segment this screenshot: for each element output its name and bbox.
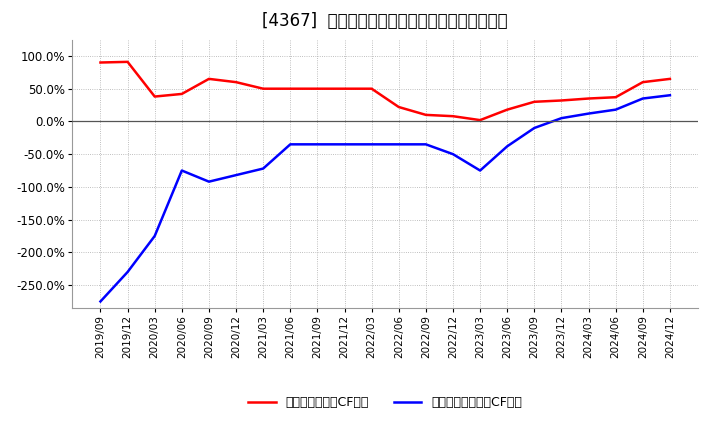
有利子負債フリーCF比率 <box>421 142 430 147</box>
有利子負債営業CF比率 <box>611 95 620 100</box>
有利子負債フリーCF比率 <box>395 142 403 147</box>
有利子負債営業CF比率 <box>395 104 403 110</box>
有利子負債営業CF比率 <box>530 99 539 104</box>
有利子負債営業CF比率 <box>584 96 593 101</box>
有利子負債フリーCF比率 <box>341 142 349 147</box>
有利子負債フリーCF比率 <box>286 142 294 147</box>
有利子負債営業CF比率 <box>259 86 268 92</box>
有利子負債フリーCF比率 <box>367 142 376 147</box>
有利子負債営業CF比率 <box>665 76 674 81</box>
有利子負債フリーCF比率 <box>178 168 186 173</box>
有利子負債フリーCF比率 <box>611 107 620 112</box>
有利子負債フリーCF比率 <box>123 269 132 275</box>
有利子負債営業CF比率 <box>96 60 105 65</box>
有利子負債フリーCF比率 <box>204 179 213 184</box>
有利子負債営業CF比率 <box>123 59 132 65</box>
有利子負債営業CF比率 <box>639 80 647 85</box>
有利子負債営業CF比率 <box>476 117 485 123</box>
有利子負債営業CF比率 <box>286 86 294 92</box>
有利子負債営業CF比率 <box>449 114 457 119</box>
有利子負債フリーCF比率 <box>232 172 240 178</box>
有利子負債営業CF比率 <box>204 76 213 81</box>
有利子負債フリーCF比率 <box>313 142 322 147</box>
有利子負債フリーCF比率 <box>476 168 485 173</box>
有利子負債営業CF比率 <box>367 86 376 92</box>
Line: 有利子負債フリーCF比率: 有利子負債フリーCF比率 <box>101 95 670 301</box>
Legend: 有利子負債営業CF比率, 有利子負債フリーCF比率: 有利子負債営業CF比率, 有利子負債フリーCF比率 <box>243 392 527 414</box>
有利子負債営業CF比率 <box>178 91 186 96</box>
有利子負債営業CF比率 <box>503 107 511 112</box>
有利子負債フリーCF比率 <box>557 116 566 121</box>
有利子負債フリーCF比率 <box>665 92 674 98</box>
有利子負債フリーCF比率 <box>530 125 539 131</box>
有利子負債営業CF比率 <box>313 86 322 92</box>
有利子負債フリーCF比率 <box>639 96 647 101</box>
有利子負債フリーCF比率 <box>449 151 457 157</box>
有利子負債営業CF比率 <box>421 112 430 117</box>
有利子負債フリーCF比率 <box>584 111 593 116</box>
有利子負債営業CF比率 <box>232 80 240 85</box>
Title: [4367]  有利子負債キャッシュフロー比率の推移: [4367] 有利子負債キャッシュフロー比率の推移 <box>262 12 508 30</box>
有利子負債営業CF比率 <box>341 86 349 92</box>
有利子負債営業CF比率 <box>150 94 159 99</box>
有利子負債営業CF比率 <box>557 98 566 103</box>
有利子負債フリーCF比率 <box>96 299 105 304</box>
有利子負債フリーCF比率 <box>259 166 268 171</box>
有利子負債フリーCF比率 <box>150 233 159 238</box>
Line: 有利子負債営業CF比率: 有利子負債営業CF比率 <box>101 62 670 120</box>
有利子負債フリーCF比率 <box>503 144 511 149</box>
